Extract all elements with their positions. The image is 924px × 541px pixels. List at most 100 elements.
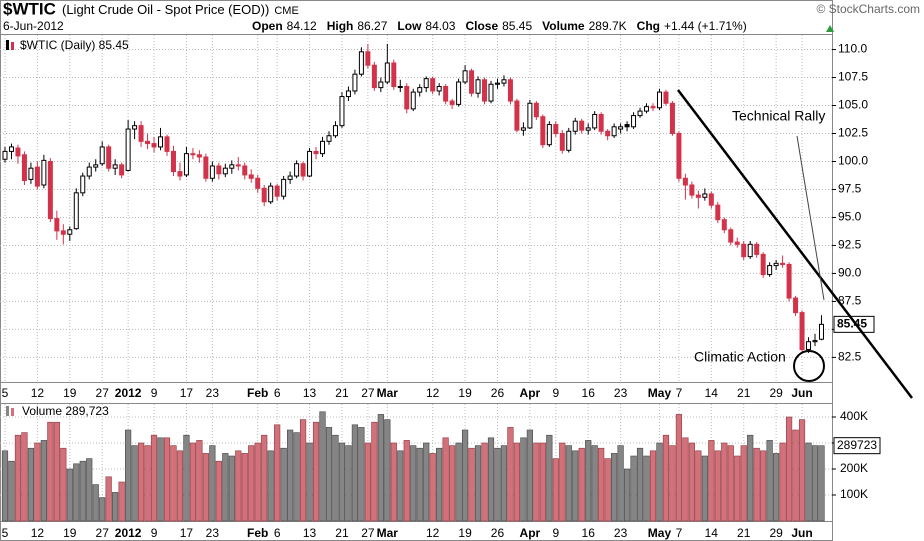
x-tick-label: 14 — [705, 526, 719, 540]
volume-bar — [60, 447, 67, 522]
volume-bar — [708, 440, 715, 522]
x-tick-label: 19 — [63, 386, 77, 400]
volume-bar — [546, 434, 553, 522]
volume-bar — [449, 445, 456, 522]
candle-body — [177, 171, 183, 177]
candle-body — [592, 113, 598, 129]
volume-bar — [611, 453, 618, 522]
candle-body — [203, 156, 209, 179]
volume-bar — [79, 460, 86, 522]
volume-bar — [630, 455, 637, 522]
x-tick-label: Apr — [520, 526, 541, 540]
annotation-circle — [793, 350, 825, 382]
x-tick-label: Feb — [247, 386, 268, 400]
volume-bar — [669, 445, 676, 522]
x-tick-label: 9 — [552, 386, 559, 400]
field-value: 86.27 — [357, 19, 387, 33]
volume-bar — [721, 442, 728, 522]
volume-bar — [798, 419, 806, 522]
volume-bar — [112, 492, 119, 522]
last-volume-label: 289723 — [837, 438, 877, 452]
candle-body — [708, 193, 714, 206]
symbol: $WTIC — [3, 0, 56, 18]
field-value: 85.45 — [502, 19, 532, 33]
candle-body — [281, 178, 287, 197]
volume-bar — [753, 447, 760, 522]
volume-bar — [805, 442, 812, 522]
y-tick-label: 105.0 — [838, 98, 868, 112]
volume-bar — [559, 442, 566, 522]
x-tick-label: 5 — [2, 526, 9, 540]
volume-bar — [403, 440, 410, 522]
volume-bar — [572, 450, 579, 522]
candle-body — [624, 124, 630, 128]
volume-bar — [818, 445, 825, 522]
volume-bar — [760, 450, 767, 522]
candle-body — [67, 229, 73, 235]
candle-body — [520, 127, 526, 131]
x-tick-label: Apr — [520, 386, 541, 400]
volume-bar — [118, 481, 125, 522]
volume-bar — [636, 447, 644, 522]
candle-body — [715, 204, 721, 221]
y-tick-label: 90.0 — [838, 266, 862, 280]
candle-body — [663, 91, 669, 104]
candle-body — [559, 133, 565, 151]
volume-bar — [747, 434, 754, 522]
volume-bar — [189, 442, 197, 522]
candle-body — [579, 120, 585, 131]
candle-body — [514, 100, 520, 131]
last-price-box — [833, 315, 875, 333]
volume-bar — [215, 460, 222, 522]
candle-body — [734, 241, 740, 245]
volume-bar — [40, 440, 47, 522]
volume-bar — [53, 421, 60, 522]
last-price-label: 85.45 — [837, 317, 867, 331]
y-tick-label: 95.0 — [838, 210, 862, 224]
candle-body — [767, 265, 773, 276]
candle-body — [196, 154, 202, 158]
candle-body — [456, 81, 462, 105]
exchange: CME — [274, 5, 298, 17]
volume-bar — [785, 416, 793, 522]
volume-bar — [429, 453, 436, 522]
candle-body — [93, 164, 99, 168]
volume-bar — [773, 453, 780, 522]
volume-bar — [513, 442, 521, 522]
description-text: (Light Crude Oil - Spot Price (EOD)) — [62, 2, 269, 17]
y-tick-label: 102.5 — [838, 126, 868, 140]
candle-body — [209, 165, 215, 179]
x-tick-label: Jun — [791, 386, 812, 400]
candle-body — [371, 64, 377, 89]
candle-body — [806, 341, 812, 351]
candle-body — [190, 153, 196, 156]
candle-body — [631, 115, 637, 128]
x-tick-label: 5 — [2, 386, 9, 400]
volume-bar — [358, 427, 365, 522]
candle-body — [780, 262, 786, 265]
volume-bar — [254, 442, 261, 522]
candle-body — [585, 127, 591, 131]
volume-bar — [274, 424, 281, 522]
volume-bar — [591, 445, 598, 522]
volume-bar — [150, 434, 158, 522]
x-tick-label: 7 — [676, 526, 683, 540]
volume-bar — [228, 455, 235, 522]
x-tick-label: 23 — [206, 526, 220, 540]
x-tick-label: 26 — [491, 526, 505, 540]
candle-body — [320, 140, 326, 155]
candle-body — [34, 166, 40, 187]
x-tick-label: 29 — [769, 386, 783, 400]
volume-bar — [695, 450, 702, 522]
x-tick-label: 6 — [274, 526, 281, 540]
candle-body — [326, 135, 332, 142]
candle-body — [274, 185, 280, 197]
x-tick-label: 9 — [151, 526, 158, 540]
volume-bar — [811, 445, 819, 522]
candle-body — [151, 143, 157, 148]
x-tick-label: 17 — [180, 526, 194, 540]
volume-bar — [662, 434, 670, 522]
candle-body — [229, 164, 235, 169]
volume-bar — [34, 442, 41, 522]
candle-body — [332, 125, 338, 137]
